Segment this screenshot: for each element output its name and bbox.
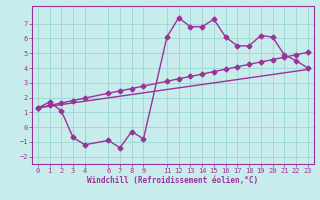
X-axis label: Windchill (Refroidissement éolien,°C): Windchill (Refroidissement éolien,°C)	[87, 176, 258, 185]
